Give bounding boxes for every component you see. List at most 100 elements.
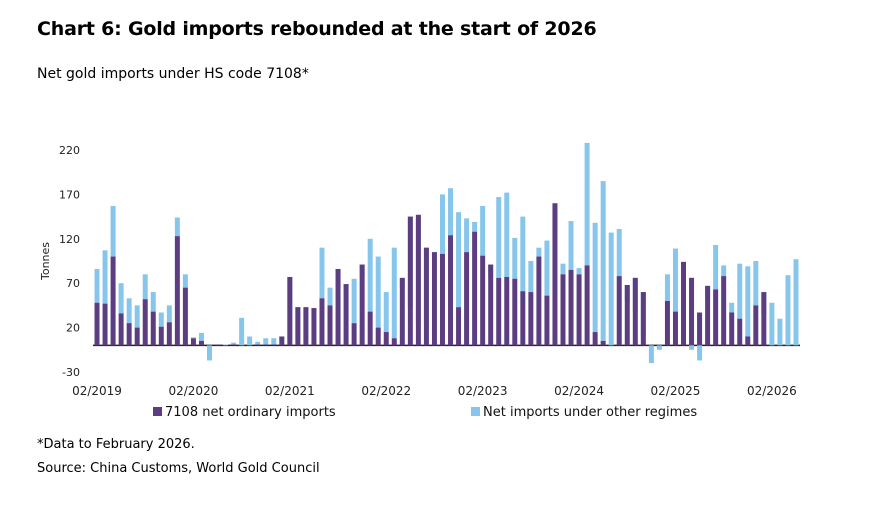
- x-tick-label: 02/2025: [651, 384, 701, 398]
- bar-ordinary-imports: [496, 277, 502, 346]
- bar-ordinary-imports: [126, 323, 132, 346]
- bar-ordinary-imports: [215, 344, 221, 346]
- bar-ordinary-imports: [150, 311, 156, 346]
- bar-ordinary-imports: [271, 344, 277, 346]
- bar-ordinary-imports: [520, 291, 526, 346]
- bar-other-regimes: [319, 247, 325, 299]
- bar-other-regimes: [439, 194, 445, 254]
- bar-ordinary-imports: [439, 253, 445, 346]
- bar-other-regimes: [584, 142, 590, 266]
- bar-other-regimes: [174, 217, 180, 237]
- x-tick-label: 02/2026: [747, 384, 797, 398]
- bar-other-regimes: [456, 212, 462, 308]
- bar-other-regimes: [536, 247, 542, 257]
- bar-other-regimes: [737, 263, 743, 319]
- bar-ordinary-imports: [255, 344, 261, 346]
- x-tick-label: 02/2022: [361, 384, 411, 398]
- bar-other-regimes: [247, 336, 253, 346]
- bar-ordinary-imports: [118, 313, 124, 346]
- bar-ordinary-imports: [560, 274, 566, 346]
- bar-ordinary-imports: [102, 303, 108, 346]
- bar-ordinary-imports: [640, 292, 646, 346]
- bar-other-regimes: [480, 205, 486, 256]
- bar-ordinary-imports: [672, 311, 678, 346]
- y-tick-label: 70: [66, 277, 80, 290]
- bar-other-regimes: [94, 268, 100, 303]
- bar-ordinary-imports: [448, 235, 454, 346]
- bar-other-regimes: [616, 229, 622, 277]
- bar-ordinary-imports: [464, 252, 470, 346]
- bar-ordinary-imports: [319, 298, 325, 346]
- bar-ordinary-imports: [182, 287, 188, 346]
- bar-other-regimes: [351, 278, 357, 324]
- bar-ordinary-imports: [761, 292, 767, 346]
- bar-other-regimes: [672, 248, 678, 312]
- bar-ordinary-imports: [327, 305, 333, 346]
- legend-label-ordinary: 7108 net ordinary imports: [165, 405, 336, 420]
- bar-ordinary-imports: [488, 264, 494, 346]
- bar-ordinary-imports: [158, 326, 164, 346]
- bar-ordinary-imports: [544, 295, 550, 346]
- bar-ordinary-imports: [134, 327, 140, 346]
- bar-other-regimes: [656, 345, 662, 350]
- bar-other-regimes: [608, 232, 614, 346]
- bar-ordinary-imports: [729, 312, 735, 346]
- bar-other-regimes: [769, 302, 775, 346]
- bar-other-regimes: [383, 292, 389, 333]
- bar-other-regimes: [472, 221, 478, 232]
- bar-ordinary-imports: [231, 344, 237, 346]
- bar-other-regimes: [327, 287, 333, 306]
- bar-other-regimes: [753, 261, 759, 306]
- bar-other-regimes: [576, 268, 582, 275]
- bar-ordinary-imports: [705, 285, 711, 346]
- bar-ordinary-imports: [295, 307, 301, 346]
- bar-ordinary-imports: [697, 312, 703, 346]
- bar-ordinary-imports: [263, 344, 269, 346]
- bar-ordinary-imports: [745, 336, 751, 346]
- bar-other-regimes: [190, 337, 196, 339]
- bar-other-regimes: [496, 197, 502, 278]
- y-tick-label: 170: [59, 188, 80, 201]
- bar-ordinary-imports: [504, 276, 510, 346]
- bar-other-regimes: [207, 345, 212, 361]
- bar-other-regimes: [150, 292, 156, 312]
- chart-title: Chart 6: Gold imports rebounded at the s…: [37, 18, 597, 40]
- bar-ordinary-imports: [142, 299, 148, 346]
- bar-other-regimes: [745, 266, 751, 337]
- bar-other-regimes: [520, 216, 526, 292]
- bar-ordinary-imports: [753, 305, 759, 346]
- bar-other-regimes: [391, 247, 397, 339]
- bar-ordinary-imports: [279, 336, 285, 346]
- bar-ordinary-imports: [713, 289, 719, 346]
- bar-ordinary-imports: [576, 274, 582, 346]
- bar-other-regimes: [367, 238, 373, 312]
- chart-subtitle: Net gold imports under HS code 7108*: [37, 66, 309, 82]
- bar-other-regimes: [592, 222, 598, 333]
- bar-ordinary-imports: [512, 278, 518, 346]
- bar-other-regimes: [568, 221, 574, 270]
- bar-other-regimes: [126, 298, 132, 324]
- x-tick-label: 02/2020: [168, 384, 218, 398]
- bar-ordinary-imports: [174, 236, 180, 346]
- bar-ordinary-imports: [198, 340, 204, 346]
- bar-ordinary-imports: [287, 276, 293, 346]
- source-note: Source: China Customs, World Gold Counci…: [37, 461, 320, 476]
- y-tick-label: -30: [62, 366, 80, 379]
- bar-ordinary-imports: [335, 268, 341, 346]
- bar-ordinary-imports: [367, 311, 373, 346]
- bar-ordinary-imports: [737, 318, 743, 346]
- bar-other-regimes: [560, 263, 566, 275]
- bar-ordinary-imports: [632, 277, 638, 346]
- bar-ordinary-imports: [472, 231, 478, 346]
- footnote: *Data to February 2026.: [37, 437, 195, 452]
- bar-other-regimes: [793, 259, 799, 346]
- bar-ordinary-imports: [343, 284, 349, 346]
- bar-ordinary-imports: [536, 256, 542, 346]
- bar-ordinary-imports: [592, 332, 598, 346]
- bar-ordinary-imports: [624, 284, 630, 346]
- y-tick-label: 20: [66, 322, 80, 335]
- bar-ordinary-imports: [303, 307, 309, 346]
- x-tick-label: 02/2023: [458, 384, 508, 398]
- bar-ordinary-imports: [383, 332, 389, 346]
- bar-ordinary-imports: [94, 302, 100, 346]
